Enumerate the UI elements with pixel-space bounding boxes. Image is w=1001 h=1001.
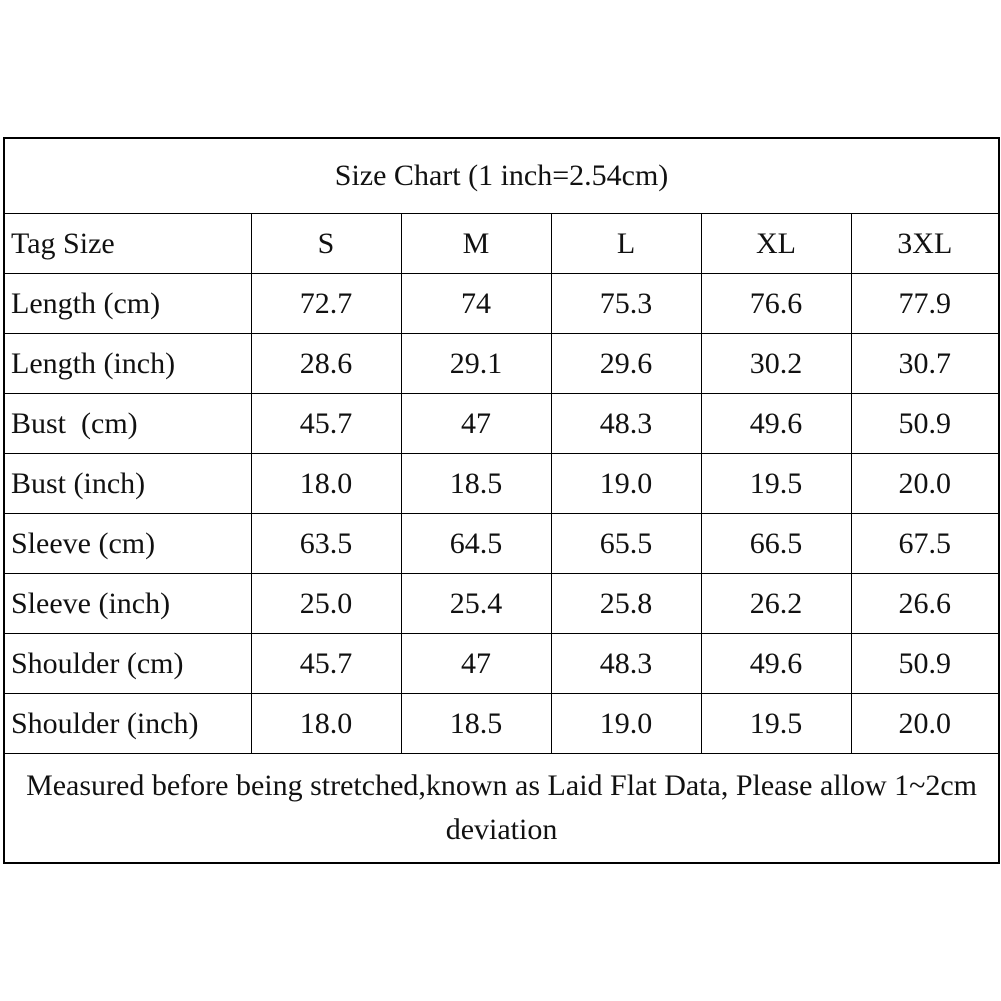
data-row: Shoulder (inch) 18.0 18.5 19.0 19.5 20.0	[3, 693, 1000, 754]
row-label: Bust (inch)	[3, 453, 252, 514]
cell: 30.2	[700, 333, 852, 394]
cell: 67.5	[850, 513, 1000, 574]
cell: 65.5	[550, 513, 702, 574]
header-cell: 3XL	[850, 213, 1000, 274]
cell: 26.6	[850, 573, 1000, 634]
cell: 25.0	[250, 573, 402, 634]
cell: 20.0	[850, 693, 1000, 754]
cell: 76.6	[700, 273, 852, 334]
header-cell: XL	[700, 213, 852, 274]
row-label: Bust (cm)	[3, 393, 252, 454]
data-row: Length (inch) 28.6 29.1 29.6 30.2 30.7	[3, 333, 1000, 394]
header-cell: S	[250, 213, 402, 274]
data-row: Bust (cm) 45.7 47 48.3 49.6 50.9	[3, 393, 1000, 454]
header-row: Tag Size S M L XL 3XL	[3, 213, 1000, 274]
cell: 30.7	[850, 333, 1000, 394]
cell: 75.3	[550, 273, 702, 334]
cell: 19.0	[550, 453, 702, 514]
cell: 29.1	[400, 333, 552, 394]
cell: 77.9	[850, 273, 1000, 334]
cell: 49.6	[700, 393, 852, 454]
data-row: Shoulder (cm) 45.7 47 48.3 49.6 50.9	[3, 633, 1000, 694]
cell: 26.2	[700, 573, 852, 634]
data-row: Length (cm) 72.7 74 75.3 76.6 77.9	[3, 273, 1000, 334]
cell: 50.9	[850, 393, 1000, 454]
cell: 29.6	[550, 333, 702, 394]
row-label: Shoulder (cm)	[3, 633, 252, 694]
data-row: Sleeve (cm) 63.5 64.5 65.5 66.5 67.5	[3, 513, 1000, 574]
cell: 47	[400, 393, 552, 454]
table-title: Size Chart (1 inch=2.54cm)	[3, 137, 1000, 214]
cell: 49.6	[700, 633, 852, 694]
data-row: Bust (inch) 18.0 18.5 19.0 19.5 20.0	[3, 453, 1000, 514]
cell: 45.7	[250, 633, 402, 694]
row-label: Sleeve (inch)	[3, 573, 252, 634]
cell: 20.0	[850, 453, 1000, 514]
cell: 45.7	[250, 393, 402, 454]
cell: 47	[400, 633, 552, 694]
cell: 18.5	[400, 693, 552, 754]
table-body: Size Chart (1 inch=2.54cm) Tag Size S M L XL…	[3, 137, 1000, 864]
row-label: Shoulder (inch)	[3, 693, 252, 754]
cell: 74	[400, 273, 552, 334]
cell: 64.5	[400, 513, 552, 574]
cell: 18.5	[400, 453, 552, 514]
cell: 19.5	[700, 453, 852, 514]
cell: 18.0	[250, 453, 402, 514]
note-row: Measured before being stretched,known as…	[3, 753, 1000, 864]
cell: 48.3	[550, 393, 702, 454]
cell: 63.5	[250, 513, 402, 574]
cell: 18.0	[250, 693, 402, 754]
cell: 48.3	[550, 633, 702, 694]
cell: 25.4	[400, 573, 552, 634]
cell: 28.6	[250, 333, 402, 394]
header-cell: M	[400, 213, 552, 274]
note: Measured before being stretched,known as…	[3, 753, 1000, 864]
size-table: Size Chart (1 inch=2.54cm) Tag Size S M L XL…	[3, 137, 1001, 864]
cell: 50.9	[850, 633, 1000, 694]
cell: 19.0	[550, 693, 702, 754]
row-label: Length (cm)	[3, 273, 252, 334]
size-chart: Size Chart (1 inch=2.54cm) Tag Size S M L XL…	[3, 137, 1001, 864]
data-row: Sleeve (inch) 25.0 25.4 25.8 26.2 26.6	[3, 573, 1000, 634]
header-cell: Tag Size	[3, 213, 252, 274]
cell: 66.5	[700, 513, 852, 574]
cell: 72.7	[250, 273, 402, 334]
cell: 25.8	[550, 573, 702, 634]
cell: 19.5	[700, 693, 852, 754]
row-label: Length (inch)	[3, 333, 252, 394]
title-row: Size Chart (1 inch=2.54cm)	[3, 137, 1000, 214]
row-label: Sleeve (cm)	[3, 513, 252, 574]
header-cell: L	[550, 213, 702, 274]
